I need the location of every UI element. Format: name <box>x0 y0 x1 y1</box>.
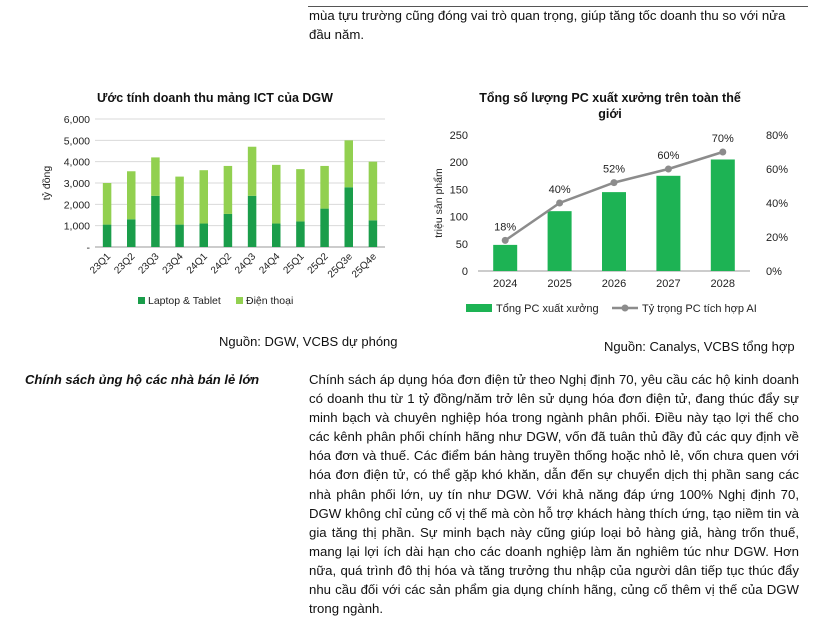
chart2-bar <box>602 192 626 271</box>
chart1-legend-swatch <box>236 297 243 304</box>
chart1-y-tick: 1,000 <box>64 221 90 233</box>
chart2-line-point <box>610 179 618 187</box>
chart2-data-label: 52% <box>603 164 625 176</box>
chart2-legend-marker <box>621 304 629 312</box>
chart2-y-tick: 100 <box>450 212 468 224</box>
chart2-data-label: 40% <box>549 184 571 196</box>
chart2-legend-label: Tổng PC xuất xưởng <box>496 303 599 315</box>
chart2-bar <box>547 211 572 271</box>
chart1-bar-phone <box>127 171 136 220</box>
chart1-x-tick: 24Q1 <box>185 251 210 276</box>
chart1-x-tick: 24Q4 <box>257 251 282 276</box>
chart2-x-tick: 2028 <box>711 278 735 290</box>
chart1-bar-phone <box>368 161 378 221</box>
chart1-bar-phone <box>223 165 233 214</box>
chart2-bar <box>656 175 681 271</box>
chart1-bar-phone <box>247 146 257 196</box>
chart1-bar-phone <box>320 165 329 209</box>
chart2-x-tick: 2025 <box>547 278 571 290</box>
chart1-bar-phone <box>175 176 184 225</box>
chart1-legend-label: Laptop & Tablet <box>148 295 221 307</box>
chart1-bar-laptop <box>272 223 281 247</box>
chart1-bar-laptop <box>102 224 112 247</box>
chart1-y-tick: 5,000 <box>64 135 90 147</box>
chart2-data-label: 18% <box>494 221 516 233</box>
chart1-x-tick: 23Q1 <box>88 251 113 276</box>
chart1-x-tick: 25Q4e <box>350 251 379 280</box>
chart1-bar-laptop <box>320 208 329 247</box>
chart1-y-label: tỷ đồng <box>41 166 53 201</box>
chart1-x-tick: 25Q3e <box>326 251 355 280</box>
top-rule <box>308 6 808 7</box>
chart2-bar <box>493 244 518 271</box>
chart1-x-tick: 23Q3 <box>136 251 161 276</box>
chart1-bar-laptop <box>247 195 257 247</box>
chart2-y2-tick: 40% <box>766 198 788 210</box>
chart1-y-tick: 6,000 <box>64 114 90 126</box>
chart2-y2-tick: 20% <box>766 232 788 244</box>
chart1-bar-laptop <box>127 219 136 247</box>
chart2-y-tick: 0 <box>462 266 468 278</box>
chart2-y-tick: 50 <box>456 239 468 251</box>
chart1-x-tick: 23Q2 <box>112 251 137 276</box>
chart1-legend-swatch <box>138 297 145 304</box>
chart1-title: Ước tính doanh thu mảng ICT của DGW <box>97 91 333 105</box>
chart1-bar-phone <box>151 157 160 196</box>
chart2-y2-tick: 80% <box>766 130 788 142</box>
source-left: Nguồn: DGW, VCBS dự phóng <box>219 334 398 349</box>
chart2-data-label: 60% <box>657 150 679 162</box>
section-body: Chính sách áp dụng hóa đơn điện tử theo … <box>309 372 799 617</box>
chart1-bar-laptop <box>368 220 378 247</box>
chart1-y-tick: 3,000 <box>64 178 90 190</box>
chart2-legend-swatch <box>466 304 492 312</box>
chart2-line-point <box>719 148 727 156</box>
chart2-line-point <box>556 199 564 207</box>
chart1-bar-phone <box>344 140 353 188</box>
chart1-bar-phone <box>199 170 208 224</box>
chart1-x-tick: 23Q4 <box>161 251 186 276</box>
chart1-y-tick: 2,000 <box>64 199 90 211</box>
chart2-x-tick: 2027 <box>656 278 680 290</box>
chart1-x-tick: 24Q3 <box>233 251 258 276</box>
chart2-legend-label: Tỷ trọng PC tích hợp AI <box>642 303 757 315</box>
chart1-bar-laptop <box>151 195 160 247</box>
chart1-bar-laptop <box>344 187 353 247</box>
chart1-bar-laptop <box>199 223 208 247</box>
chart1-x-tick: 24Q2 <box>209 251 234 276</box>
source-right: Nguồn: Canalys, VCBS tổng hợp <box>604 339 795 354</box>
chart1-bar-phone <box>296 169 305 222</box>
chart2-title: Tổng số lượng PC xuất xưởng trên toàn th… <box>479 91 741 121</box>
pc-shipments-chart: 0 50 100 150 200 250 0% 20% 40% 60% 80% 2024 2025 202… <box>433 130 788 315</box>
chart1-bar-laptop <box>223 213 233 247</box>
chart1-bar-laptop <box>296 221 305 247</box>
chart1-legend-label: Điện thoại <box>246 295 293 307</box>
chart1-bar-laptop <box>175 224 184 247</box>
chart1-bar-phone <box>272 164 281 224</box>
chart2-line-point <box>664 165 672 173</box>
chart2-y2-tick: 60% <box>766 164 788 176</box>
intro-paragraph: mùa tựu trường cũng đóng vai trò quan tr… <box>309 8 786 42</box>
chart2-y-tick: 250 <box>450 130 468 142</box>
chart1-y-tick: 4,000 <box>64 157 90 169</box>
chart2-line-point <box>501 236 509 244</box>
chart2-y-label: triệu sản phẩm <box>433 168 445 238</box>
chart1-bar-phone <box>102 183 112 225</box>
chart2-x-tick: 2026 <box>602 278 626 290</box>
chart1-x-tick: 25Q1 <box>281 251 306 276</box>
section-heading: Chính sách ủng hộ các nhà bán lẻ lớn <box>25 372 260 387</box>
chart2-bar <box>710 159 735 271</box>
chart1-y-tick: - <box>87 242 91 254</box>
chart2-y2-tick: 0% <box>766 266 782 278</box>
chart2-x-tick: 2024 <box>493 278 517 290</box>
next-paragraph-cut <box>309 603 799 622</box>
chart2-y-tick: 150 <box>450 184 468 196</box>
chart2-data-label: 70% <box>712 133 734 145</box>
chart2-y-tick: 200 <box>450 157 468 169</box>
